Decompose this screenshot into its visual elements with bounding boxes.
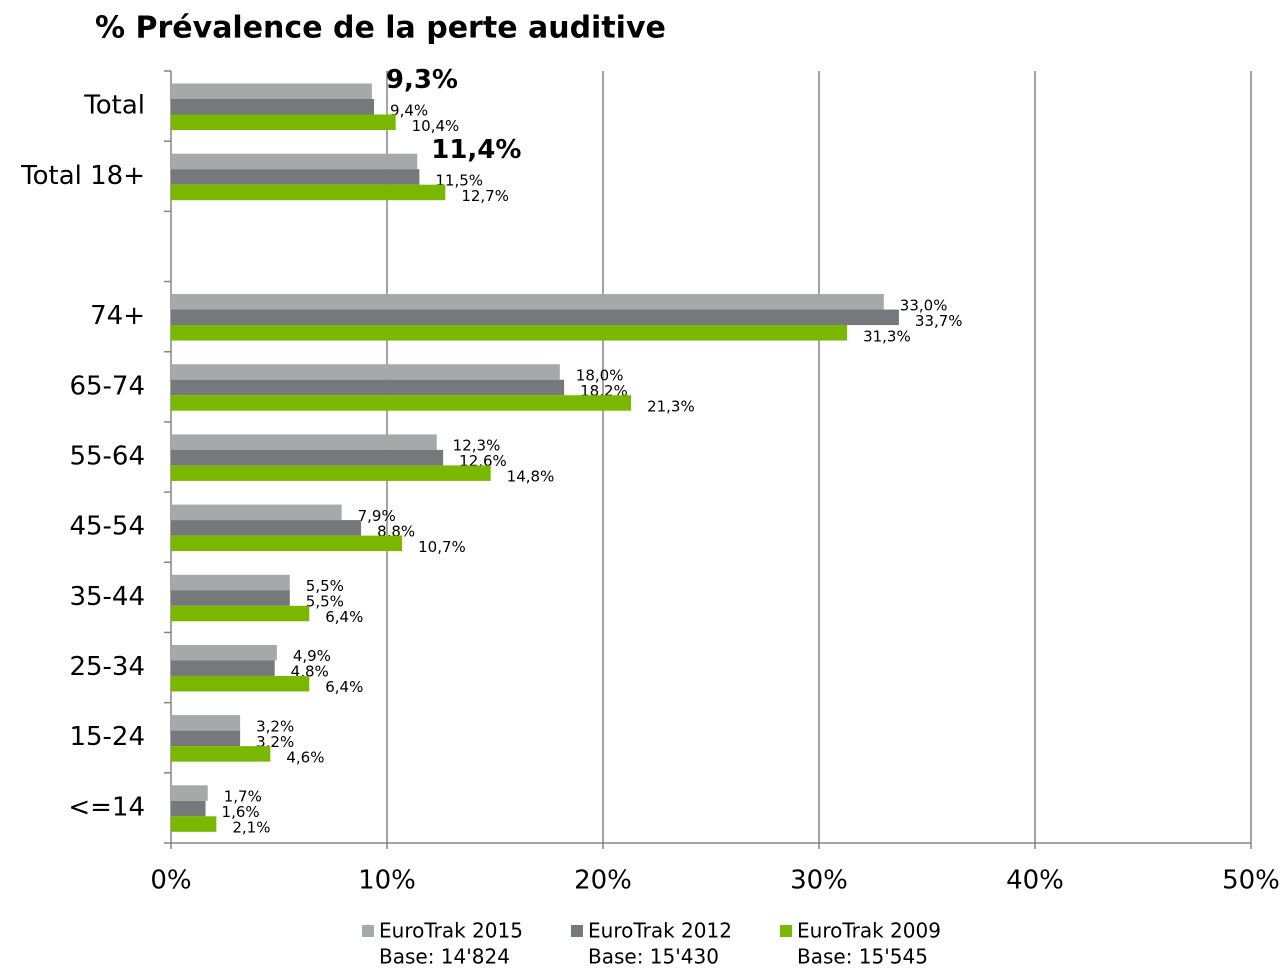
y-tick-label: 45-54 — [69, 512, 145, 542]
value-label: 12,3% — [453, 437, 501, 455]
value-label: 7,9% — [358, 507, 396, 525]
chart-title: % Prévalence de la perte auditive — [95, 11, 666, 46]
bar — [171, 504, 342, 521]
bar — [171, 83, 372, 99]
legend-swatch — [362, 925, 374, 937]
value-label: 5,5% — [306, 577, 344, 595]
x-tick-label: 40% — [1006, 866, 1064, 896]
bar — [171, 325, 848, 341]
value-label: 9,4% — [390, 101, 428, 119]
value-label: 2,1% — [232, 819, 270, 837]
x-tick-label: 30% — [790, 866, 848, 896]
value-label: 5,5% — [306, 593, 344, 611]
value-label: 6,4% — [325, 678, 363, 696]
legend-label: EuroTrak 2015 — [379, 919, 523, 943]
bar — [171, 169, 420, 185]
bar — [171, 675, 310, 692]
y-tick-label: 74+ — [90, 301, 145, 331]
x-tick-label: 20% — [574, 866, 632, 896]
legend-swatch — [571, 925, 583, 937]
bar — [171, 520, 362, 536]
y-tick-label: 55-64 — [69, 442, 145, 472]
bar — [171, 465, 491, 481]
legend-base: Base: 14'824 — [379, 945, 510, 969]
value-label: 10,4% — [412, 117, 460, 135]
value-label: 18,0% — [576, 366, 624, 384]
bar — [171, 184, 446, 201]
y-tick-label: <=14 — [68, 792, 145, 822]
bar — [171, 644, 277, 661]
bar — [171, 114, 396, 130]
bar — [171, 730, 241, 747]
value-label: 4,9% — [293, 647, 331, 665]
y-tick-label: Total 18+ — [20, 161, 145, 191]
legend-base: Base: 15'430 — [588, 945, 719, 969]
value-label: 33,7% — [915, 312, 963, 330]
bar — [171, 395, 632, 411]
y-tick-label: 15-24 — [69, 722, 145, 752]
value-label: 1,7% — [224, 788, 262, 806]
bar — [171, 434, 437, 450]
bar — [171, 294, 884, 310]
value-label: 1,6% — [222, 803, 260, 821]
bar — [171, 785, 208, 801]
bar — [171, 715, 241, 731]
y-tick-label: 25-34 — [69, 652, 145, 682]
value-label: 33,0% — [900, 296, 948, 314]
x-tick-label: 10% — [358, 866, 416, 896]
value-label: 14,8% — [507, 468, 555, 486]
bar — [171, 449, 444, 466]
bar — [171, 99, 375, 115]
value-label: 4,6% — [286, 748, 324, 766]
bar — [171, 574, 290, 591]
legend-base: Base: 15'545 — [797, 945, 928, 969]
value-label: 3,2% — [256, 717, 294, 735]
legend-label: EuroTrak 2009 — [797, 919, 941, 943]
value-label: 21,3% — [647, 397, 695, 415]
value-label: 31,3% — [863, 327, 911, 345]
y-tick-label: 35-44 — [69, 582, 145, 612]
bar — [171, 800, 206, 817]
y-tick-label: Total — [83, 91, 145, 121]
y-tick-label: 65-74 — [69, 371, 145, 401]
bar — [171, 816, 217, 832]
bar — [171, 379, 565, 396]
bar — [171, 535, 403, 552]
value-label: 10,7% — [418, 538, 466, 556]
x-tick-label: 50% — [1222, 866, 1280, 896]
value-label: 11,5% — [435, 171, 483, 189]
bar — [171, 309, 899, 326]
bar — [171, 605, 310, 622]
x-tick-label: 0% — [150, 866, 191, 896]
value-label: 9,3% — [386, 65, 458, 95]
legend-label: EuroTrak 2012 — [588, 919, 732, 943]
value-label: 12,7% — [461, 187, 509, 205]
bar — [171, 364, 560, 380]
bar — [171, 590, 290, 606]
value-label: 6,4% — [325, 608, 363, 626]
legend-swatch — [780, 925, 792, 937]
bar — [171, 660, 275, 676]
bar — [171, 153, 418, 170]
bar — [171, 746, 271, 762]
value-label: 11,4% — [431, 135, 521, 165]
